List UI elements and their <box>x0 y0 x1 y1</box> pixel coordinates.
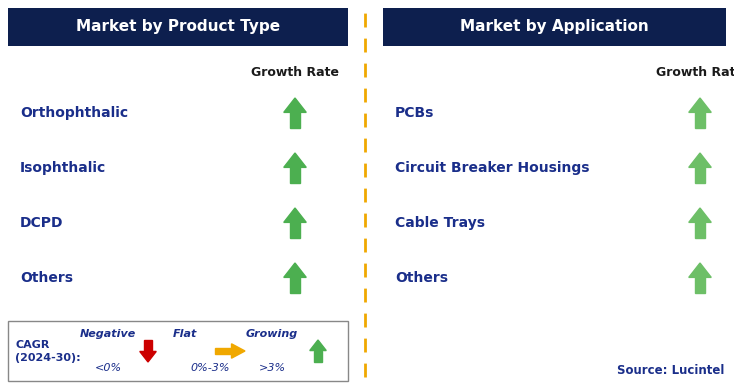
Polygon shape <box>284 263 306 277</box>
Text: <0%: <0% <box>95 363 122 373</box>
Text: Negative: Negative <box>80 329 136 339</box>
Polygon shape <box>284 98 306 112</box>
Polygon shape <box>284 153 306 167</box>
Polygon shape <box>145 340 151 352</box>
FancyBboxPatch shape <box>8 8 348 46</box>
Text: Cable Trays: Cable Trays <box>395 216 485 230</box>
Polygon shape <box>695 167 705 183</box>
Text: Growth Rate: Growth Rate <box>656 66 734 79</box>
Text: Orthophthalic: Orthophthalic <box>20 106 128 120</box>
Text: CAGR: CAGR <box>15 340 49 350</box>
Polygon shape <box>695 222 705 238</box>
Polygon shape <box>290 222 299 238</box>
Polygon shape <box>314 351 321 362</box>
Polygon shape <box>688 153 711 167</box>
Polygon shape <box>139 352 156 362</box>
Polygon shape <box>215 348 231 354</box>
Polygon shape <box>231 344 245 358</box>
Text: Market by Product Type: Market by Product Type <box>76 20 280 34</box>
Text: Flat: Flat <box>172 329 197 339</box>
Polygon shape <box>310 340 326 351</box>
FancyBboxPatch shape <box>8 321 348 381</box>
Polygon shape <box>688 98 711 112</box>
Text: PCBs: PCBs <box>395 106 435 120</box>
Text: Circuit Breaker Housings: Circuit Breaker Housings <box>395 161 589 175</box>
Text: >3%: >3% <box>258 363 286 373</box>
Text: Others: Others <box>395 271 448 285</box>
Text: (2024-30):: (2024-30): <box>15 353 81 363</box>
Text: Source: Lucintel: Source: Lucintel <box>617 364 724 377</box>
Polygon shape <box>290 167 299 183</box>
Text: Others: Others <box>20 271 73 285</box>
FancyBboxPatch shape <box>383 8 726 46</box>
Polygon shape <box>290 277 299 293</box>
Polygon shape <box>284 208 306 222</box>
Text: DCPD: DCPD <box>20 216 64 230</box>
Polygon shape <box>688 208 711 222</box>
Text: 0%-3%: 0%-3% <box>190 363 230 373</box>
Polygon shape <box>688 263 711 277</box>
Polygon shape <box>290 112 299 128</box>
Text: Isophthalic: Isophthalic <box>20 161 106 175</box>
Text: Growth Rate: Growth Rate <box>251 66 339 79</box>
Text: Growing: Growing <box>246 329 298 339</box>
Polygon shape <box>695 112 705 128</box>
Polygon shape <box>695 277 705 293</box>
Text: Market by Application: Market by Application <box>460 20 649 34</box>
